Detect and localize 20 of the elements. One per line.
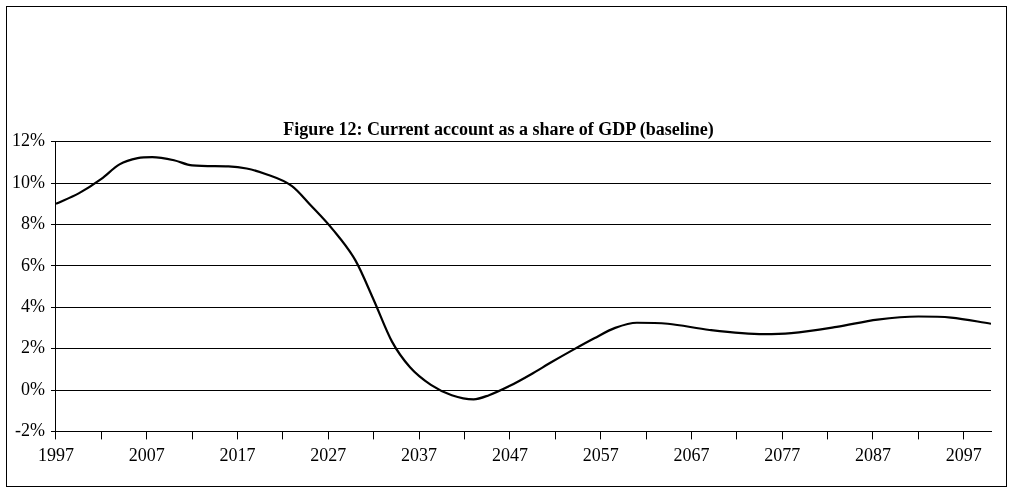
x-tick-label: 2037 — [401, 444, 438, 465]
x-tick-label: 2067 — [673, 444, 710, 465]
y-tick-label: -2% — [14, 420, 45, 441]
x-tick-label: 2077 — [764, 444, 801, 465]
x-tick-label: 2007 — [128, 444, 165, 465]
y-tick-label: 2% — [20, 337, 45, 358]
chart-title: Figure 12: Current account as a share of GDP (baseline) — [283, 119, 714, 141]
x-tick-label: 1997 — [37, 444, 74, 465]
x-tick-label: 2087 — [854, 444, 891, 465]
x-tick-label: 2057 — [582, 444, 619, 465]
x-tick-label: 2027 — [310, 444, 347, 465]
y-tick-label: 6% — [20, 254, 45, 275]
x-tick-label: 2017 — [219, 444, 256, 465]
y-tick-label: 10% — [11, 171, 45, 192]
x-tick-label: 2047 — [491, 444, 528, 465]
y-tick-label: 8% — [20, 213, 45, 234]
y-tick-label: 4% — [20, 295, 45, 316]
y-tick-label: 0% — [20, 378, 45, 399]
y-tick-label: 12% — [11, 130, 45, 151]
x-tick-label: 2097 — [945, 444, 982, 465]
